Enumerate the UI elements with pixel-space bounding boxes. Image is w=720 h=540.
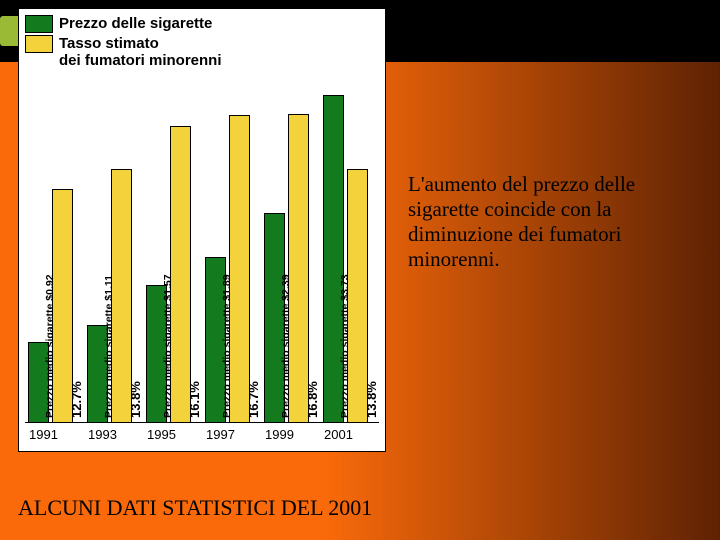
chart-legend: Prezzo delle sigarette Tasso stimato dei… bbox=[25, 15, 377, 71]
bar-price-2001: Prezzo medio sigarette $3,73 bbox=[323, 95, 344, 423]
bar-rate-label-1999: 16.8% bbox=[305, 381, 320, 418]
legend-label-rate-l2: dei fumatori minorenni bbox=[59, 52, 222, 69]
bar-rate-1999: 16.8% bbox=[288, 114, 309, 423]
bar-price-1995: Prezzo medio sigarette $1,57 bbox=[146, 285, 167, 423]
chart-plot-area: Prezzo medio sigarette $0,9212.7%Prezzo … bbox=[25, 95, 379, 423]
x-label-1997: 1997 bbox=[202, 427, 261, 445]
bar-price-1999: Prezzo medio sigarette $2,39 bbox=[264, 213, 285, 423]
legend-label-rate-l1: Tasso stimato bbox=[59, 35, 159, 52]
bar-rate-1995: 16.1% bbox=[170, 126, 191, 423]
bar-rate-1991: 12.7% bbox=[52, 189, 73, 423]
bar-rate-label-1991: 12.7% bbox=[69, 381, 84, 418]
x-axis-labels: 199119931995199719992001 bbox=[25, 427, 379, 445]
bar-rate-label-1995: 16.1% bbox=[187, 381, 202, 418]
legend-label-price: Prezzo delle sigarette bbox=[59, 15, 212, 32]
bar-rate-1993: 13.8% bbox=[111, 169, 132, 423]
bar-rate-2001: 13.8% bbox=[347, 169, 368, 423]
legend-row-price: Prezzo delle sigarette bbox=[25, 15, 377, 33]
bar-rate-label-1997: 16.7% bbox=[246, 381, 261, 418]
footer-title: ALCUNI DATI STATISTICI DEL 2001 bbox=[18, 495, 372, 521]
bar-price-1997: Prezzo medio sigarette $1,89 bbox=[205, 257, 226, 423]
body-paragraph: L'aumento del prezzo delle sigarette coi… bbox=[408, 172, 698, 272]
x-label-2001: 2001 bbox=[320, 427, 379, 445]
bar-rate-1997: 16.7% bbox=[229, 115, 250, 423]
legend-row-rate: Tasso stimato dei fumatori minorenni bbox=[25, 35, 377, 69]
legend-swatch-price bbox=[25, 15, 53, 33]
x-label-1993: 1993 bbox=[84, 427, 143, 445]
bar-price-1991: Prezzo medio sigarette $0,92 bbox=[28, 342, 49, 423]
x-label-1995: 1995 bbox=[143, 427, 202, 445]
legend-label-rate: Tasso stimato dei fumatori minorenni bbox=[59, 35, 222, 69]
chart-container: Prezzo delle sigarette Tasso stimato dei… bbox=[18, 8, 386, 452]
legend-swatch-rate bbox=[25, 35, 53, 53]
bar-price-1993: Prezzo medio sigarette $1,11 bbox=[87, 325, 108, 423]
bar-rate-label-2001: 13.8% bbox=[364, 381, 379, 418]
x-label-1999: 1999 bbox=[261, 427, 320, 445]
x-label-1991: 1991 bbox=[25, 427, 84, 445]
bar-rate-label-1993: 13.8% bbox=[128, 381, 143, 418]
